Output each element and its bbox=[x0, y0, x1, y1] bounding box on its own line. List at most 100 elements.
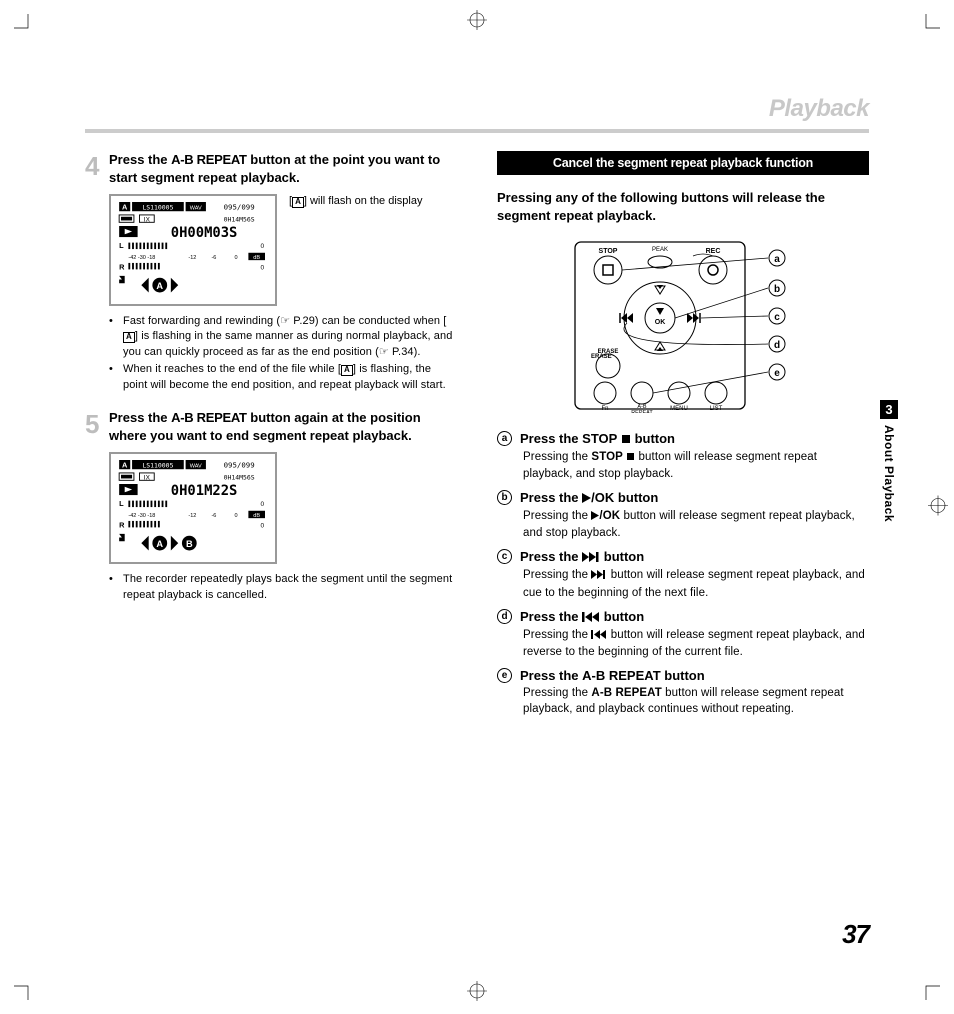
section-title: Playback bbox=[85, 95, 869, 123]
lcd-screen: A LS110005 WAV 095/099 IX 0H14M56S 0H01M… bbox=[109, 452, 277, 564]
svg-text:PEAK: PEAK bbox=[652, 247, 668, 253]
svg-text:0: 0 bbox=[260, 243, 264, 250]
def-b: b Press the /OK button Pressing the /OK … bbox=[497, 490, 869, 541]
svg-text:095/099: 095/099 bbox=[224, 461, 255, 470]
callout-a-icon: a bbox=[497, 431, 512, 446]
svg-text:WAV: WAV bbox=[190, 205, 202, 211]
next-icon bbox=[582, 550, 600, 565]
svg-text:L: L bbox=[119, 241, 124, 250]
lcd-caption: [A] will flash on the display bbox=[289, 194, 422, 208]
svg-text:0: 0 bbox=[235, 513, 238, 519]
svg-text:REC: REC bbox=[706, 248, 721, 255]
svg-text:-42 -30 -18: -42 -30 -18 bbox=[128, 255, 155, 261]
def-d: d Press the button Pressing the button w… bbox=[497, 609, 869, 660]
page-content: Playback 4 Press the A-B REPEAT button a… bbox=[85, 95, 869, 924]
cancel-header: Cancel the segment repeat playback funct… bbox=[497, 151, 869, 175]
svg-text:dB: dB bbox=[253, 513, 260, 519]
svg-text:-6: -6 bbox=[211, 513, 216, 519]
svg-text:IX: IX bbox=[144, 216, 151, 223]
step-text: Press the A-B REPEAT button at the point… bbox=[109, 151, 457, 186]
step5-notes: •The recorder repeatedly plays back the … bbox=[109, 572, 457, 603]
chapter-tab: 3 About Playback bbox=[880, 400, 898, 522]
svg-text:MENU: MENU bbox=[670, 406, 688, 412]
prev-icon bbox=[582, 610, 600, 625]
crop-mark bbox=[920, 14, 940, 34]
svg-text:0H14M56S: 0H14M56S bbox=[224, 474, 255, 482]
chapter-number: 3 bbox=[880, 400, 898, 419]
svg-text:A: A bbox=[122, 461, 128, 470]
svg-text:L: L bbox=[119, 499, 124, 508]
svg-text:LIST: LIST bbox=[710, 406, 723, 412]
svg-text:0: 0 bbox=[260, 501, 264, 508]
svg-text:0: 0 bbox=[260, 264, 264, 271]
left-column: 4 Press the A-B REPEAT button at the poi… bbox=[85, 151, 457, 725]
note-text: When it reaches to the end of the file w… bbox=[123, 362, 457, 393]
lcd-figure-5: A LS110005 WAV 095/099 IX 0H14M56S 0H01M… bbox=[109, 452, 457, 564]
step-number: 5 bbox=[85, 411, 109, 444]
step-4: 4 Press the A-B REPEAT button at the poi… bbox=[85, 151, 457, 186]
svg-text:-12: -12 bbox=[188, 255, 196, 261]
svg-text:-42 -30 -18: -42 -30 -18 bbox=[128, 513, 155, 519]
registration-mark bbox=[467, 10, 487, 33]
registration-mark bbox=[467, 981, 487, 1004]
def-c: c Press the button Pressing the button w… bbox=[497, 549, 869, 600]
crop-mark bbox=[14, 980, 34, 1000]
svg-text:0H14M56S: 0H14M56S bbox=[224, 215, 255, 223]
svg-text:B: B bbox=[186, 539, 193, 549]
a-icon: A bbox=[292, 197, 304, 208]
callout-d-icon: d bbox=[497, 609, 512, 624]
title-rule bbox=[85, 129, 869, 133]
note-text: Fast forwarding and rewinding (☞ P.29) c… bbox=[123, 314, 457, 360]
svg-text:A: A bbox=[156, 539, 163, 549]
svg-text:095/099: 095/099 bbox=[224, 202, 255, 211]
note-text: The recorder repeatedly plays back the s… bbox=[123, 572, 457, 603]
svg-text:A: A bbox=[122, 202, 128, 211]
svg-text:LS110005: LS110005 bbox=[142, 462, 173, 470]
callout-e-icon: e bbox=[497, 668, 512, 683]
lcd-screen: A LS110005 WAV 095/099 IX 0H14M56S 0H00M… bbox=[109, 194, 277, 306]
step-number: 4 bbox=[85, 153, 109, 186]
play-icon bbox=[582, 491, 591, 506]
svg-text:-12: -12 bbox=[188, 513, 196, 519]
page-number: 37 bbox=[842, 919, 869, 950]
svg-text:ERASE: ERASE bbox=[591, 354, 612, 360]
svg-text:0H01M22S: 0H01M22S bbox=[171, 483, 238, 499]
svg-text:0H00M03S: 0H00M03S bbox=[171, 225, 238, 241]
step4-notes: •Fast forwarding and rewinding (☞ P.29) … bbox=[109, 314, 457, 393]
svg-text:LS110005: LS110005 bbox=[142, 203, 173, 211]
svg-text:0: 0 bbox=[260, 523, 264, 530]
right-column: Cancel the segment repeat playback funct… bbox=[497, 151, 869, 725]
svg-text:WAV: WAV bbox=[190, 464, 202, 470]
svg-text:dB: dB bbox=[253, 255, 260, 261]
svg-text:-6: -6 bbox=[211, 255, 216, 261]
callout-c-icon: c bbox=[497, 549, 512, 564]
crop-mark bbox=[14, 14, 34, 34]
svg-text:d: d bbox=[774, 340, 780, 351]
svg-text:R: R bbox=[119, 521, 125, 530]
svg-text:c: c bbox=[774, 312, 780, 323]
chapter-title: About Playback bbox=[882, 425, 896, 522]
crop-mark bbox=[920, 980, 940, 1000]
cancel-definitions: a Press the STOP button Pressing the STO… bbox=[497, 431, 869, 717]
def-a: a Press the STOP button Pressing the STO… bbox=[497, 431, 869, 482]
callout-b-icon: b bbox=[497, 490, 512, 505]
svg-text:0: 0 bbox=[235, 255, 238, 261]
cancel-intro: Pressing any of the following buttons wi… bbox=[497, 189, 869, 224]
svg-text:STOP: STOP bbox=[599, 248, 618, 255]
stop-icon bbox=[621, 432, 631, 447]
svg-text:e: e bbox=[774, 368, 780, 379]
step-text: Press the A-B REPEAT button again at the… bbox=[109, 409, 457, 444]
svg-text:OK: OK bbox=[655, 319, 666, 326]
svg-text:IX: IX bbox=[144, 475, 151, 482]
svg-text:a: a bbox=[774, 254, 780, 265]
registration-mark bbox=[928, 496, 948, 519]
def-e: e Press the A-B REPEAT button Pressing t… bbox=[497, 668, 869, 717]
svg-text:A: A bbox=[156, 281, 163, 291]
svg-text:REPEAT: REPEAT bbox=[631, 410, 653, 413]
svg-text:R: R bbox=[119, 262, 125, 271]
svg-text:Fn: Fn bbox=[601, 406, 608, 412]
lcd-figure-4: A LS110005 WAV 095/099 IX 0H14M56S 0H00M… bbox=[109, 194, 457, 306]
device-diagram: STOP PEAK REC OK bbox=[563, 238, 803, 413]
svg-text:b: b bbox=[774, 284, 780, 295]
step-5: 5 Press the A-B REPEAT button again at t… bbox=[85, 409, 457, 444]
